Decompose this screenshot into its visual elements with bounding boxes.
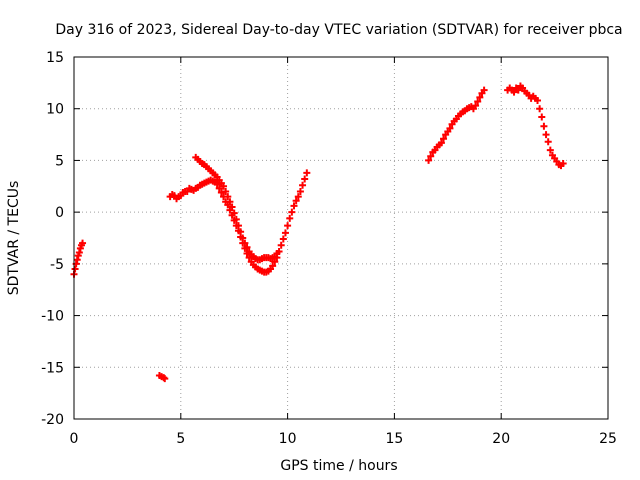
data-point [281, 229, 289, 237]
series-segment-1 [70, 239, 87, 278]
grid [74, 57, 608, 419]
data-point [480, 86, 488, 94]
series-segment-2 [155, 372, 169, 383]
data-point [425, 156, 433, 164]
data-point [544, 138, 552, 146]
data-point [75, 248, 83, 256]
data-point [290, 202, 298, 210]
data-point [296, 187, 304, 195]
data-point [230, 209, 238, 217]
data-point [213, 180, 221, 188]
data-point [222, 187, 230, 195]
data-point [292, 197, 300, 205]
x-tick-label: 15 [385, 431, 403, 447]
data-point [232, 215, 240, 223]
data-point [284, 222, 292, 230]
data-point [226, 198, 234, 206]
series-segment-6 [504, 82, 567, 170]
data-point [286, 214, 294, 222]
data-point [474, 97, 482, 105]
data-point [446, 124, 454, 132]
data-point [160, 374, 168, 382]
x-tick-label: 5 [176, 431, 185, 447]
data-point [220, 182, 228, 190]
series-segment-5 [425, 86, 488, 164]
data-point [277, 241, 285, 249]
data-point [472, 102, 480, 110]
series-segment-4 [192, 153, 281, 264]
data-point [514, 86, 522, 94]
data-point [288, 208, 296, 216]
x-tick-label: 0 [70, 431, 79, 447]
data-point [73, 256, 81, 264]
data-point [161, 375, 169, 383]
data-point [294, 193, 302, 201]
data-point [237, 228, 245, 236]
data-point [215, 184, 223, 192]
data-point [540, 122, 548, 130]
x-axis-label: GPS time / hours [280, 458, 397, 474]
y-tick-label: 5 [55, 153, 64, 169]
data-point [534, 96, 542, 104]
data-point [269, 262, 277, 270]
x-tick-label: 20 [492, 431, 510, 447]
y-tick-label: 10 [46, 102, 64, 118]
data-point [239, 234, 247, 242]
data-point [437, 139, 445, 147]
data-point [427, 152, 435, 160]
data-point [542, 131, 550, 139]
data-point [279, 235, 287, 243]
data-point [273, 250, 281, 258]
x-tick-label: 25 [599, 431, 617, 447]
data-point [559, 160, 567, 168]
y-tick-label: -15 [41, 360, 64, 376]
y-tick-label: -10 [41, 309, 64, 325]
data-point [71, 265, 79, 273]
data-point [217, 188, 225, 196]
y-tick-label: 15 [46, 50, 64, 66]
y-tick-label: -20 [41, 412, 64, 428]
data-point [224, 193, 232, 201]
data-point [476, 93, 484, 101]
y-tick-label: -5 [50, 257, 64, 273]
chart-title: Day 316 of 2023, Sidereal Day-to-day VTE… [55, 22, 622, 38]
x-tick-label: 10 [279, 431, 297, 447]
y-axis-label: SDTVAR / TECUs [6, 181, 22, 296]
data-point [243, 243, 251, 251]
data-point [440, 135, 448, 143]
data-point [303, 169, 311, 177]
data-point [299, 181, 307, 189]
data-point [234, 222, 242, 230]
data-point [228, 203, 236, 211]
y-tick-label: 0 [55, 205, 64, 221]
tick-labels: 0 5 10 15 20 25 -20 -15 -10 -5 0 5 10 15 [41, 50, 617, 447]
data-point [510, 88, 518, 96]
data-point [546, 146, 554, 154]
data-point [536, 105, 544, 113]
data-points [70, 82, 567, 383]
data-point [538, 113, 546, 121]
data-point [241, 239, 249, 247]
axis-ticks [73, 56, 609, 420]
plot-frame [73, 56, 609, 420]
data-point [301, 175, 309, 183]
data-point [79, 239, 87, 247]
